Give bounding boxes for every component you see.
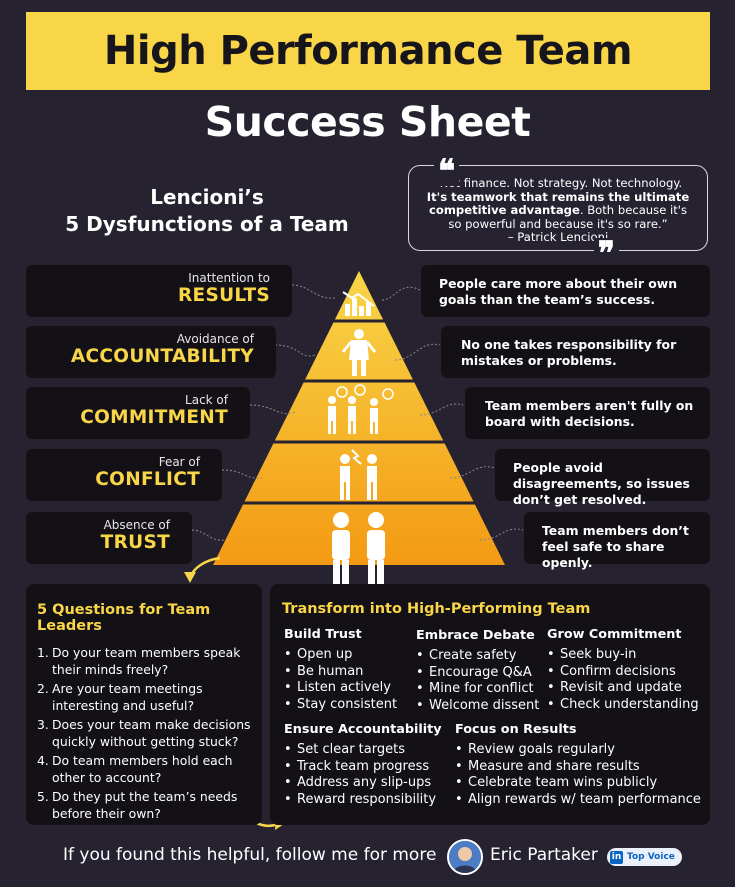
connector-right-1	[381, 286, 421, 301]
list-item: Reward responsibility	[284, 792, 442, 809]
group-title: Grow Commitment	[547, 627, 682, 642]
group-grow-commitment: Grow Commitment Seek buy-in Confirm deci…	[547, 627, 699, 713]
list-item: Measure and share results	[455, 759, 701, 776]
group-embrace-debate: Embrace Debate Create safety Encourage Q…	[416, 628, 539, 714]
arrow-head-questions	[184, 572, 196, 583]
quote-text-start: “Not finance. Not strategy. Not technolo…	[433, 176, 683, 190]
list-item: Stay consistent	[284, 697, 397, 714]
dysfunction-prefix: Inattention to	[188, 271, 270, 285]
title-banner: High Performance Team	[26, 12, 710, 90]
open-quote-icon: ❝	[434, 155, 460, 187]
author-name[interactable]: Eric Partaker	[490, 845, 598, 865]
shrug-person-icon	[341, 329, 377, 376]
connector-left-2	[274, 344, 316, 357]
dysfunction-description-commitment: Team members aren't fully on board with …	[465, 387, 710, 439]
questions-panel: 5 Questions for Team Leaders 1. Do your t…	[26, 584, 262, 825]
group-title: Focus on Results	[455, 722, 577, 737]
question-item: 1. Do your team members speak their minds…	[37, 645, 241, 677]
dysfunction-description-results: People care more about their own goals t…	[421, 265, 710, 317]
crossed-arms-icon	[332, 512, 385, 590]
list-item: Be human	[284, 664, 397, 681]
question-item: 5. Do they put the team’s needs before th…	[37, 789, 238, 821]
connector-right-4	[449, 466, 496, 479]
dysfunction-description-conflict: People avoid disagreements, so issues do…	[495, 449, 710, 507]
quote-box: ❝ “Not finance. Not strategy. Not techno…	[408, 155, 708, 269]
transform-title: Transform into High-Performing Team	[282, 601, 591, 617]
list-item: Track team progress	[284, 759, 442, 776]
dysfunction-description-accountability: No one takes responsibility for mistakes…	[441, 326, 710, 378]
group-focus-results: Focus on Results Review goals regularly …	[455, 722, 701, 808]
page-subtitle: Success Sheet	[204, 98, 531, 146]
group-title: Build Trust	[284, 627, 362, 642]
linkedin-icon: in	[610, 850, 623, 864]
questions-title: 5 Questions for Team Leaders	[37, 602, 211, 634]
person-avatar-icon	[449, 841, 481, 873]
dysfunction-name: CONFLICT	[95, 469, 200, 490]
quote-text-bold: It's teamwork that remains the ultimate …	[426, 189, 690, 217]
dysfunction-name: ACCOUNTABILITY	[70, 346, 254, 367]
connector-left-3	[249, 404, 296, 414]
question-item: 2. Are your team meetings interesting and…	[37, 681, 203, 713]
group-build-trust: Build Trust Open up Be human Listen acti…	[284, 627, 397, 713]
list-item: Open up	[284, 647, 397, 664]
dysfunction-description-trust: Team members don’t feel safe to share op…	[524, 512, 710, 570]
dysfunction-label-commitment: Lack of COMMITMENT	[26, 387, 250, 439]
dysfunction-label-conflict: Fear of CONFLICT	[26, 449, 222, 501]
group-title: Ensure Accountability	[284, 722, 442, 737]
connector-left-1	[291, 284, 336, 299]
mixed-votes-icon	[328, 384, 394, 434]
close-quote-icon: ❞	[593, 237, 619, 269]
dysfunction-prefix: Avoidance of	[176, 332, 254, 346]
dysfunction-label-accountability: Avoidance of ACCOUNTABILITY	[26, 326, 276, 378]
page-title: High Performance Team	[103, 28, 633, 74]
quote-author: – Patrick Lencioni	[507, 230, 609, 244]
list-item: Seek buy-in	[547, 647, 699, 664]
transform-panel: Transform into High-Performing Team Buil…	[270, 584, 710, 825]
list-item: Celebrate team wins publicly	[455, 775, 701, 792]
list-item: Review goals regularly	[455, 742, 701, 759]
group-title: Embrace Debate	[416, 628, 535, 643]
list-item: Create safety	[416, 648, 539, 665]
list-item: Welcome dissent	[416, 698, 539, 715]
question-item: 4. Do team members hold each other to acc…	[37, 753, 233, 785]
list-item: Set clear targets	[284, 742, 442, 759]
list-item: Listen actively	[284, 680, 397, 697]
model-heading-line2: 5 Dysfunctions of a Team	[65, 212, 349, 236]
model-heading: Lencioni’s 5 Dysfunctions of a Team	[22, 184, 392, 238]
pyramid-shape	[213, 271, 505, 565]
dysfunction-name: TRUST	[100, 532, 170, 553]
list-item: Confirm decisions	[547, 664, 699, 681]
connector-left-5	[191, 529, 226, 541]
list-item: Align rewards w/ team performance	[455, 792, 701, 809]
question-item: 3. Does your team make decisions quickly …	[37, 717, 251, 749]
top-voice-badge: in Top Voice	[607, 848, 682, 866]
dysfunction-label-trust: Absence of TRUST	[26, 512, 192, 564]
quote-text-end: . Both because it's so powerful and beca…	[448, 203, 688, 231]
dysfunction-prefix: Absence of	[103, 518, 170, 532]
list-item: Check understanding	[547, 697, 699, 714]
dysfunction-name: RESULTS	[178, 285, 270, 306]
list-item: Revisit and update	[547, 680, 699, 697]
list-item: Encourage Q&A	[416, 665, 539, 682]
avatar[interactable]	[447, 839, 483, 875]
group-ensure-accountability: Ensure Accountability Set clear targets …	[284, 722, 442, 808]
connector-right-3	[419, 403, 464, 416]
dysfunction-label-results: Inattention to RESULTS	[26, 265, 292, 317]
dysfunction-prefix: Fear of	[158, 455, 200, 469]
footer-cta: If you found this helpful, follow me for…	[63, 845, 437, 865]
dysfunction-name: COMMITMENT	[80, 407, 228, 428]
badge-text: Top Voice	[627, 852, 675, 862]
connector-right-2	[394, 343, 441, 361]
list-item: Address any slip-ups	[284, 775, 442, 792]
argument-icon	[340, 449, 377, 500]
questions-list: 1. Do your team members speak their minds…	[37, 644, 252, 822]
chart-icon	[342, 291, 375, 316]
model-heading-line1: Lencioni’s	[150, 185, 264, 209]
list-item: Mine for conflict	[416, 681, 539, 698]
connector-right-5	[479, 528, 524, 541]
dysfunction-prefix: Lack of	[185, 393, 228, 407]
connector-left-4	[221, 469, 263, 479]
